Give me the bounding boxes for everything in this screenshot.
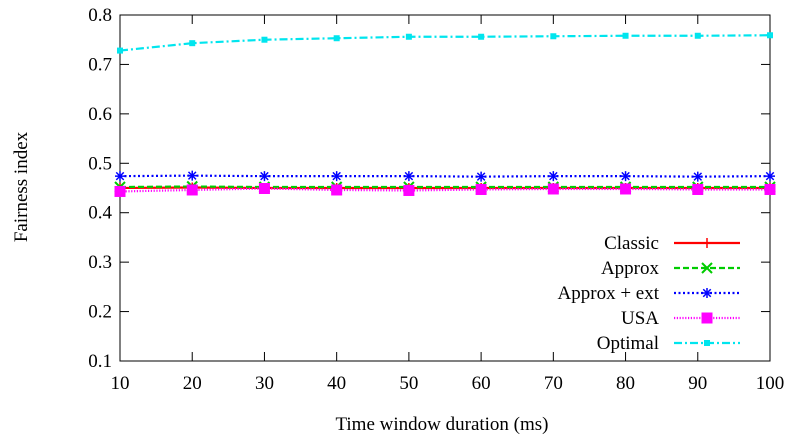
data-point bbox=[405, 33, 412, 40]
series-line bbox=[119, 187, 770, 193]
y-tick-label: 0.4 bbox=[88, 203, 112, 224]
y-tick-label: 0.1 bbox=[88, 351, 112, 372]
data-point bbox=[622, 32, 629, 39]
x-tick-label: 90 bbox=[688, 373, 707, 394]
data-point bbox=[258, 182, 270, 194]
y-axis-label: Fairness index bbox=[11, 131, 32, 242]
data-point bbox=[261, 36, 268, 43]
data-point bbox=[767, 32, 773, 39]
data-point bbox=[692, 171, 703, 182]
x-axis: 10 20 30 40 50 60 70 80 90 100 bbox=[111, 15, 785, 394]
data-point bbox=[117, 47, 123, 54]
data-point bbox=[550, 33, 557, 40]
legend-marker bbox=[702, 238, 712, 248]
data-point bbox=[620, 171, 631, 182]
x-tick-label: 30 bbox=[255, 373, 274, 394]
legend-marker bbox=[704, 340, 710, 346]
y-tick-label: 0.6 bbox=[88, 104, 112, 125]
legend-label: Approx + ext bbox=[558, 283, 660, 304]
x-tick-label: 100 bbox=[756, 373, 785, 394]
y-tick-label: 0.5 bbox=[88, 153, 112, 174]
y-tick-label: 0.7 bbox=[88, 54, 112, 75]
data-point bbox=[547, 183, 559, 195]
series-line bbox=[119, 34, 771, 52]
data-point bbox=[186, 184, 198, 196]
x-tick-label: 60 bbox=[472, 373, 491, 394]
legend: Classic Approx Approx + ext USA Optimal bbox=[558, 233, 740, 354]
data-point bbox=[548, 171, 559, 182]
data-point bbox=[331, 171, 342, 182]
x-tick-label: 70 bbox=[544, 373, 563, 394]
data-point bbox=[331, 184, 343, 196]
series-usa bbox=[114, 182, 776, 197]
series-line bbox=[119, 174, 771, 178]
series-approx-ext bbox=[115, 170, 775, 182]
y-tick-label: 0.3 bbox=[88, 252, 112, 273]
legend-label: USA bbox=[621, 308, 659, 329]
legend-label: Approx bbox=[601, 258, 660, 279]
y-axis: 0.1 0.2 0.3 0.4 0.5 0.6 0.7 0.8 bbox=[88, 5, 770, 372]
series-lines bbox=[114, 32, 776, 197]
data-point bbox=[765, 171, 775, 182]
data-point bbox=[476, 171, 487, 182]
data-point bbox=[403, 171, 414, 182]
data-point bbox=[403, 184, 415, 196]
legend-label: Optimal bbox=[597, 333, 659, 354]
data-point bbox=[620, 183, 632, 195]
y-tick-label: 0.8 bbox=[88, 5, 112, 26]
y-tick-label: 0.2 bbox=[88, 302, 112, 323]
series-optimal bbox=[117, 32, 773, 54]
data-point bbox=[333, 35, 340, 42]
data-point bbox=[478, 33, 485, 40]
legend-marker bbox=[701, 312, 713, 324]
data-point bbox=[189, 40, 196, 47]
legend-marker bbox=[702, 288, 712, 298]
data-point bbox=[475, 183, 487, 195]
data-point bbox=[259, 171, 270, 182]
data-point bbox=[692, 183, 704, 195]
x-axis-label: Time window duration (ms) bbox=[335, 414, 548, 435]
data-point bbox=[187, 170, 198, 181]
data-point bbox=[114, 185, 126, 197]
x-tick-label: 10 bbox=[111, 373, 130, 394]
x-tick-label: 80 bbox=[616, 373, 635, 394]
x-tick-label: 40 bbox=[327, 373, 346, 394]
x-tick-label: 20 bbox=[183, 373, 202, 394]
data-point bbox=[694, 32, 701, 39]
x-tick-label: 50 bbox=[399, 373, 418, 394]
data-point bbox=[764, 183, 776, 195]
legend-label: Classic bbox=[604, 233, 659, 254]
legend-marker bbox=[701, 262, 713, 274]
data-point bbox=[115, 171, 125, 182]
